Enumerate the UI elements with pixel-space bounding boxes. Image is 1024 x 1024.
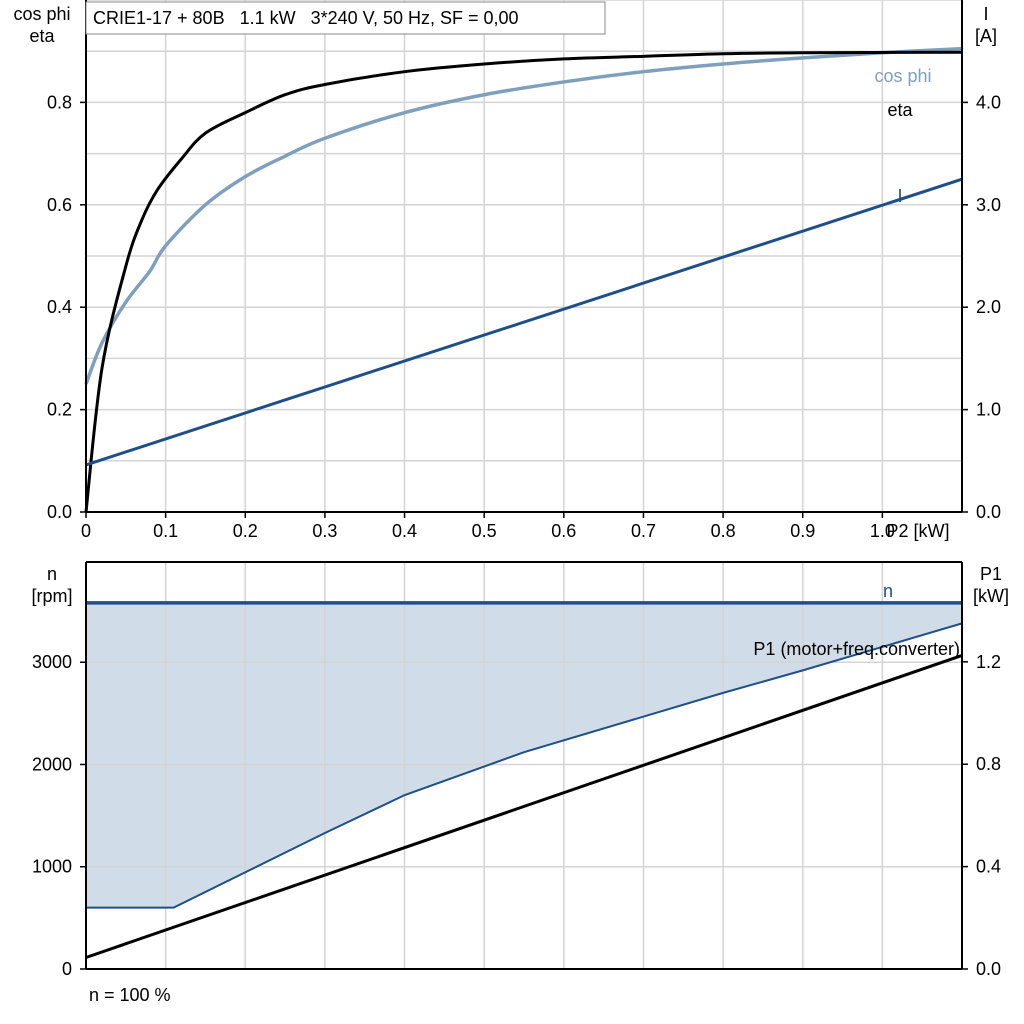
top-right-tick-label: 3.0 — [976, 195, 1001, 215]
efficiency-current-panel: 0 0.1 0.2 0.3 0.4 0.5 0.6 0.7 0.8 0.9 1.0 0.0 0.2 0.4… — [13, 0, 1001, 541]
top-x-tick-label: 0.7 — [631, 521, 656, 541]
title-box — [85, 1, 606, 35]
top-x-tick-label: 0.6 — [551, 521, 576, 541]
top-left-axis-label-2: eta — [29, 26, 55, 46]
top-x-tick-label: 1.0 — [870, 521, 895, 541]
top-x-tick-label: 0.1 — [153, 521, 178, 541]
top-left-axis-label-1: cos phi — [13, 4, 70, 24]
top-x-tick-label: 0.4 — [392, 521, 417, 541]
top-x-tick-label: 0.5 — [472, 521, 497, 541]
top-right-axis-label-1: I — [983, 4, 988, 24]
eta-series-label: eta — [887, 100, 913, 120]
current-line — [85, 177, 963, 467]
current-series-label: I — [897, 186, 902, 206]
top-left-tick-label: 0.0 — [47, 502, 72, 522]
top-right-tick-label: 2.0 — [976, 297, 1001, 317]
speed-operating-area — [86, 602, 962, 908]
top-x-tick-label: 0.8 — [711, 521, 736, 541]
speed-power-panel: 0 1000 2000 3000 0.0 0.4 0.8 1.2 n [rpm] P1 [kW… — [31, 561, 1009, 1005]
top-axes — [85, 0, 963, 513]
top-left-tick-label: 0.4 — [47, 297, 72, 317]
footer-note: n = 100 % — [89, 985, 171, 1005]
bottom-left-tick-label: 2000 — [32, 754, 72, 774]
eta-curve — [84, 50, 963, 513]
top-left-tick-label: 0.6 — [47, 195, 72, 215]
bottom-right-tick-label: 0.0 — [976, 959, 1001, 979]
top-left-tick-label: 0.8 — [47, 92, 72, 112]
top-right-axis-label-2: [A] — [975, 26, 997, 46]
x-axis-label: P2 [kW] — [886, 521, 949, 541]
speed-series-label: n — [883, 581, 893, 601]
top-x-tick-label: 0.9 — [790, 521, 815, 541]
bottom-left-axis-label-2: [rpm] — [31, 586, 72, 606]
bottom-left-tick-label: 1000 — [32, 857, 72, 877]
p1-power-line — [85, 654, 963, 959]
top-x-tick-label: 0 — [81, 521, 91, 541]
bottom-ticks: 0 1000 2000 3000 0.0 0.4 0.8 1.2 — [32, 652, 1001, 979]
bottom-series — [85, 601, 963, 959]
top-x-tick-label: 0.2 — [233, 521, 258, 541]
bottom-right-axis-label-1: P1 — [980, 564, 1002, 584]
bottom-left-tick-label: 3000 — [32, 652, 72, 672]
top-right-tick-label: 1.0 — [976, 400, 1001, 420]
bottom-right-axis-label-2: [kW] — [973, 586, 1009, 606]
cos-phi-curve — [84, 46, 963, 385]
top-x-tick-label: 0.3 — [312, 521, 337, 541]
top-series — [84, 46, 963, 513]
top-ticks: 0 0.1 0.2 0.3 0.4 0.5 0.6 0.7 0.8 0.9 1.0 0.0 0.2 0.4… — [47, 92, 1001, 541]
top-right-tick-label: 0.0 — [976, 502, 1001, 522]
p1-series-label: P1 (motor+freq.converter) — [753, 639, 960, 659]
min-speed-line — [86, 622, 963, 909]
cos-phi-series-label: cos phi — [874, 66, 931, 86]
top-left-tick-label: 0.2 — [47, 400, 72, 420]
bottom-axes — [85, 561, 963, 970]
bottom-left-tick-label: 0 — [62, 959, 72, 979]
bottom-right-tick-label: 0.8 — [976, 754, 1001, 774]
speed-range-fill — [86, 602, 962, 908]
top-right-tick-label: 4.0 — [976, 92, 1001, 112]
bottom-left-axis-label-1: n — [47, 564, 57, 584]
bottom-right-tick-label: 0.4 — [976, 857, 1001, 877]
bottom-right-tick-label: 1.2 — [976, 652, 1001, 672]
chart-title: CRIE1-17 + 80B 1.1 kW 3*240 V, 50 Hz, SF… — [93, 8, 519, 28]
